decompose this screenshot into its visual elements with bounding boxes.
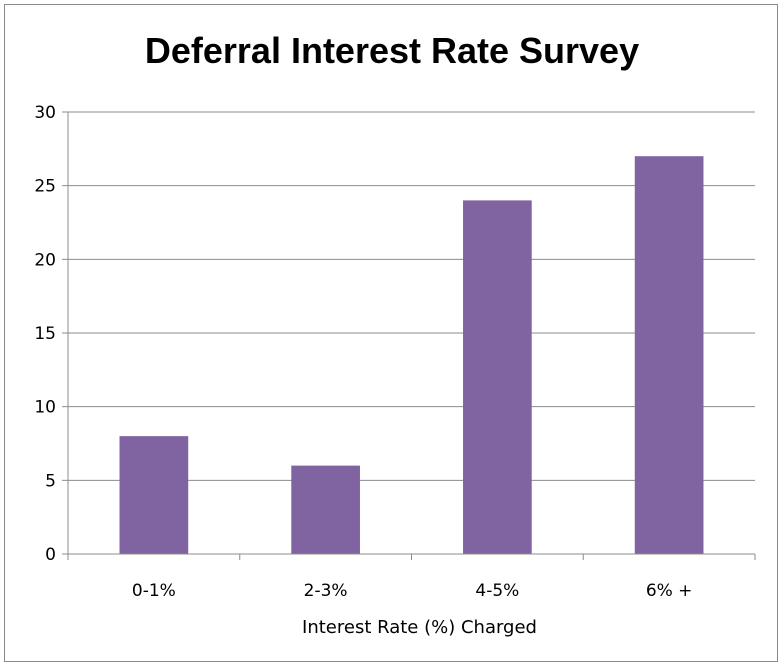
bar	[463, 200, 532, 554]
bar	[291, 465, 360, 554]
bar	[119, 436, 189, 554]
y-tick-label: 20	[34, 250, 56, 270]
y-tick-label: 0	[45, 545, 56, 565]
bar	[634, 156, 704, 554]
y-tick-label: 5	[45, 471, 56, 491]
y-tick-label: 10	[34, 398, 56, 418]
y-tick-label: 15	[34, 324, 56, 344]
y-tick-label: 30	[34, 103, 56, 123]
axes	[62, 111, 756, 560]
y-tick-label: 25	[34, 177, 56, 197]
y-tick-labels: 0 5 10 15 20 25 30	[34, 103, 56, 565]
chart-title: Deferral Interest Rate Survey	[144, 30, 640, 71]
x-axis-title: Interest Rate (%) Charged	[302, 617, 537, 638]
x-tick-label: 2-3%	[304, 581, 348, 601]
x-tick-labels: 0-1% 2-3% 4-5% 6% +	[132, 581, 693, 601]
x-tick-label: 0-1%	[132, 581, 176, 601]
x-tick-label: 4-5%	[475, 581, 519, 601]
x-tick-label: 6% +	[646, 581, 693, 601]
bars	[119, 156, 704, 554]
